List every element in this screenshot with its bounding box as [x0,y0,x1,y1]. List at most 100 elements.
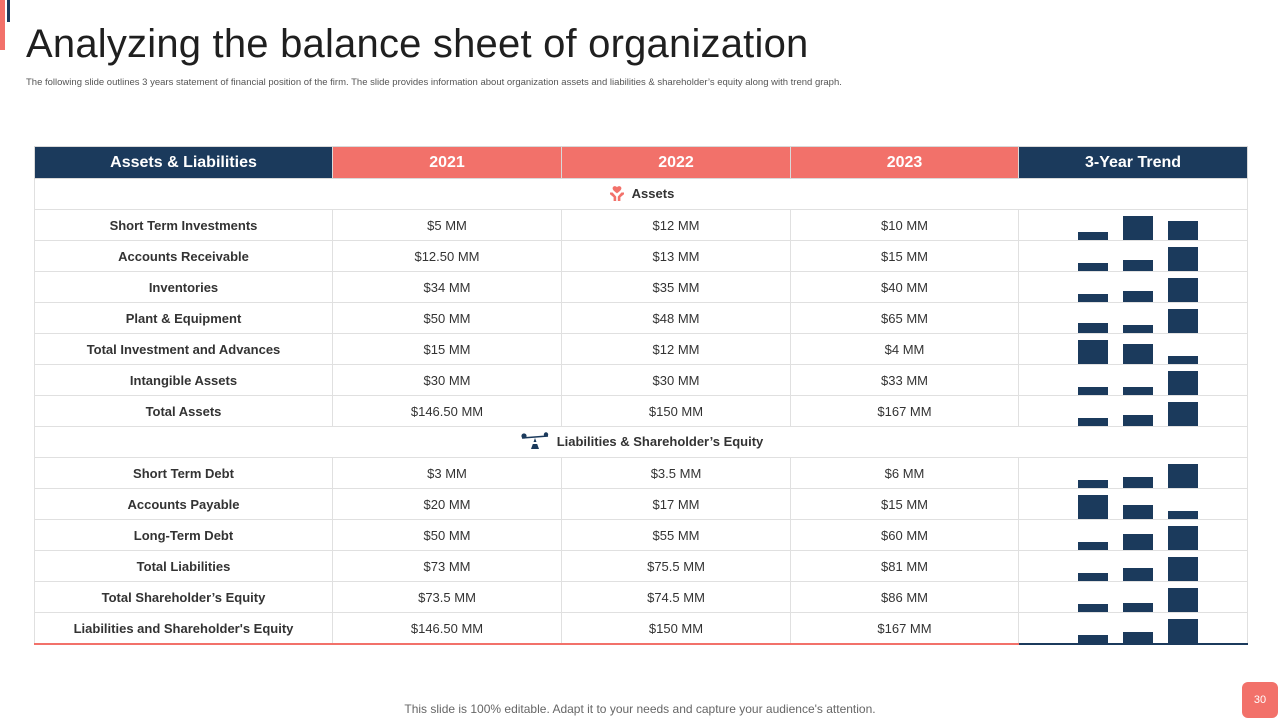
trend-mini-chart [1078,458,1200,488]
value-cell-2023: $65 MM [790,302,1019,334]
row-label: Total Shareholder’s Equity [34,581,333,613]
trend-mini-chart [1078,334,1200,364]
trend-cell [1018,240,1248,272]
value-cell-2022: $74.5 MM [561,581,791,613]
table-row: Accounts Payable $20 MM $17 MM $15 MM [34,488,1248,520]
liabilities-section-row: Liabilities & Shareholder’s Equity [34,426,1248,458]
trend-bar-2023 [1168,309,1198,333]
table-row: Accounts Receivable $12.50 MM $13 MM $15 MM [34,240,1248,272]
value-cell-2022: $35 MM [561,271,791,303]
value-cell-2022: $17 MM [561,488,791,520]
hand-heart-icon [608,184,626,205]
value-cell-2022: $13 MM [561,240,791,272]
trend-cell [1018,519,1248,551]
table-row: Plant & Equipment $50 MM $48 MM $65 MM [34,302,1248,334]
value-cell-2021: $146.50 MM [332,395,562,427]
value-cell-2021: $73 MM [332,550,562,582]
trend-bar-2021 [1078,232,1108,240]
value-cell-2022: $30 MM [561,364,791,396]
value-cell-2023: $33 MM [790,364,1019,396]
table-row: Short Term Investments $5 MM $12 MM $10 MM [34,209,1248,241]
liabilities-section-label: Liabilities & Shareholder’s Equity [556,433,764,449]
trend-bar-2022 [1123,387,1153,395]
value-cell-2023: $6 MM [790,457,1019,489]
trend-mini-chart [1078,489,1200,519]
value-cell-2023: $40 MM [790,271,1019,303]
trend-mini-chart [1078,303,1200,333]
row-label: Intangible Assets [34,364,333,396]
liabilities-section-cell: Liabilities & Shareholder’s Equity [34,426,1248,458]
table-row: Intangible Assets $30 MM $30 MM $33 MM [34,364,1248,396]
trend-cell [1018,333,1248,365]
trend-bar-2023 [1168,511,1198,519]
balance-sheet-table: Assets & Liabilities 2021 2022 2023 3-Ye… [34,146,1248,645]
table-row: Total Shareholder’s Equity $73.5 MM $74.5 … [34,581,1248,613]
accent-bar-coral [0,0,5,50]
trend-bar-2021 [1078,635,1108,643]
value-cell-2021: $30 MM [332,364,562,396]
slide-subtitle: The following slide outlines 3 years sta… [26,77,842,88]
trend-bar-2022 [1123,325,1153,333]
trend-bar-2021 [1078,573,1108,581]
trend-bar-2022 [1123,415,1153,426]
table-header-row: Assets & Liabilities 2021 2022 2023 3-Ye… [34,146,1248,179]
balance-scale-icon [519,431,551,453]
trend-bar-2023 [1168,278,1198,302]
trend-cell [1018,612,1248,645]
trend-cell [1018,581,1248,613]
value-cell-2021: $3 MM [332,457,562,489]
trend-mini-chart [1078,396,1200,426]
value-cell-2021: $15 MM [332,333,562,365]
value-cell-2023: $167 MM [790,612,1019,645]
value-cell-2023: $60 MM [790,519,1019,551]
table-row: Short Term Debt $3 MM $3.5 MM $6 MM [34,457,1248,489]
row-label: Short Term Debt [34,457,333,489]
trend-bar-2023 [1168,464,1198,488]
row-label: Inventories [34,271,333,303]
value-cell-2021: $146.50 MM [332,612,562,645]
trend-bar-2021 [1078,340,1108,364]
header-assets-liabilities: Assets & Liabilities [34,146,333,179]
value-cell-2022: $55 MM [561,519,791,551]
row-label: Total Liabilities [34,550,333,582]
trend-bar-2021 [1078,480,1108,488]
trend-bar-2021 [1078,294,1108,302]
assets-section-row: Assets [34,178,1248,210]
value-cell-2022: $3.5 MM [561,457,791,489]
trend-mini-chart [1078,551,1200,581]
trend-mini-chart [1078,520,1200,550]
assets-section-label: Assets [631,185,675,201]
trend-bar-2022 [1123,260,1153,271]
trend-bar-2022 [1123,344,1153,364]
table-row: Long-Term Debt $50 MM $55 MM $60 MM [34,519,1248,551]
value-cell-2021: $50 MM [332,302,562,334]
trend-mini-chart [1078,365,1200,395]
trend-bar-2021 [1078,604,1108,612]
value-cell-2023: $167 MM [790,395,1019,427]
row-label: Short Term Investments [34,209,333,241]
value-cell-2021: $73.5 MM [332,581,562,613]
header-2021: 2021 [332,146,562,179]
value-cell-2023: $4 MM [790,333,1019,365]
value-cell-2023: $10 MM [790,209,1019,241]
trend-bar-2022 [1123,632,1153,643]
trend-bar-2021 [1078,387,1108,395]
trend-cell [1018,457,1248,489]
page-number-badge: 30 [1242,682,1278,718]
value-cell-2021: $5 MM [332,209,562,241]
trend-mini-chart [1078,210,1200,240]
header-2022: 2022 [561,146,791,179]
trend-mini-chart [1078,582,1200,612]
value-cell-2022: $150 MM [561,395,791,427]
trend-cell [1018,395,1248,427]
row-label: Accounts Receivable [34,240,333,272]
slide-title: Analyzing the balance sheet of organizat… [26,22,809,66]
trend-bar-2023 [1168,526,1198,550]
table-row: Total Liabilities $73 MM $75.5 MM $81 MM [34,550,1248,582]
trend-bar-2021 [1078,542,1108,550]
trend-bar-2021 [1078,263,1108,271]
trend-cell [1018,488,1248,520]
table-row: Total Investment and Advances $15 MM $12 M… [34,333,1248,365]
header-trend: 3-Year Trend [1018,146,1248,179]
table-row: Liabilities and Shareholder's Equity $146… [34,612,1248,645]
